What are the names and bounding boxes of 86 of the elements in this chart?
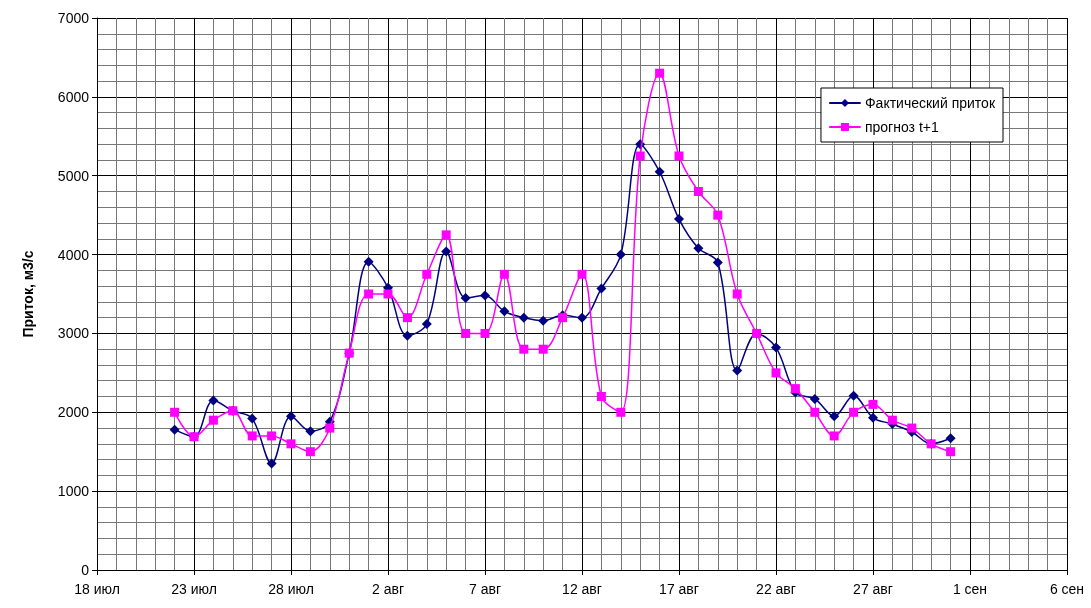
point (305, 447, 315, 457)
point (499, 269, 509, 279)
x-tick-label: 23 июл (171, 581, 217, 597)
point (402, 330, 413, 341)
x-tick-label: 18 июл (74, 581, 120, 597)
point (945, 433, 956, 444)
point (519, 344, 529, 354)
point (247, 413, 258, 424)
point (460, 292, 471, 303)
point (713, 210, 723, 220)
point (305, 426, 316, 437)
point (577, 269, 587, 279)
legend-label: прогноз t+1 (864, 119, 939, 135)
x-tick-label: 1 сен (952, 581, 988, 597)
x-tick-label: 17 авг (659, 581, 699, 597)
point (887, 415, 897, 425)
x-tick-label: 22 авг (756, 581, 796, 597)
point (286, 439, 296, 449)
point (383, 289, 393, 299)
point (422, 269, 432, 279)
point (829, 411, 840, 422)
point (286, 411, 296, 422)
point (364, 289, 374, 299)
point (848, 390, 859, 401)
point (577, 312, 587, 323)
point (635, 151, 645, 161)
point (655, 68, 665, 78)
point (946, 447, 956, 457)
point (674, 214, 684, 225)
point (596, 392, 606, 402)
point (596, 283, 607, 294)
point (518, 312, 529, 323)
point (693, 186, 703, 196)
point (169, 424, 180, 435)
x-tick-label: 7 авг (468, 581, 502, 597)
point (810, 407, 820, 417)
point (674, 151, 684, 161)
point (421, 318, 432, 329)
x-tick-label: 2 авг (371, 581, 405, 597)
point (480, 290, 490, 301)
x-tick-label: 12 авг (562, 581, 602, 597)
point (771, 368, 781, 378)
point (790, 384, 800, 394)
y-tick-label: 3000 (57, 325, 90, 342)
point (208, 395, 219, 406)
y-tick-label: 1000 (57, 483, 90, 500)
point (907, 423, 917, 433)
point (616, 407, 626, 417)
point (247, 431, 257, 441)
legend-label: Фактический приток (864, 95, 996, 111)
point (868, 399, 878, 409)
y-tick-label: 2000 (57, 404, 90, 421)
point (363, 256, 374, 267)
point (538, 315, 549, 326)
point (615, 249, 626, 260)
point (208, 415, 218, 425)
point (325, 423, 335, 433)
point (402, 313, 412, 323)
y-tick-label: 7000 (57, 10, 90, 26)
point (480, 328, 490, 338)
point (654, 166, 665, 177)
point (849, 407, 859, 417)
point (712, 257, 723, 268)
y-tick-label: 0 (81, 562, 90, 578)
point (732, 365, 743, 376)
point (809, 393, 820, 404)
point (499, 306, 510, 317)
y-tick-label: 6000 (57, 88, 90, 105)
point (170, 407, 180, 417)
y-tick-label: 5000 (57, 167, 90, 184)
point (538, 344, 548, 354)
point (267, 431, 277, 441)
point (829, 431, 839, 441)
point (771, 342, 781, 353)
point (868, 412, 878, 423)
x-tick-label: 27 авг (853, 581, 893, 597)
point (693, 243, 704, 254)
y-tick-label: 4000 (57, 246, 90, 263)
point (441, 230, 451, 240)
point (461, 328, 471, 338)
point (441, 246, 452, 257)
point (266, 458, 277, 469)
x-tick-label: 6 сен (1049, 581, 1085, 597)
point (732, 289, 742, 299)
y-axis-title: Приток, м3/с (20, 250, 36, 338)
x-tick-label: 28 июл (268, 581, 314, 597)
